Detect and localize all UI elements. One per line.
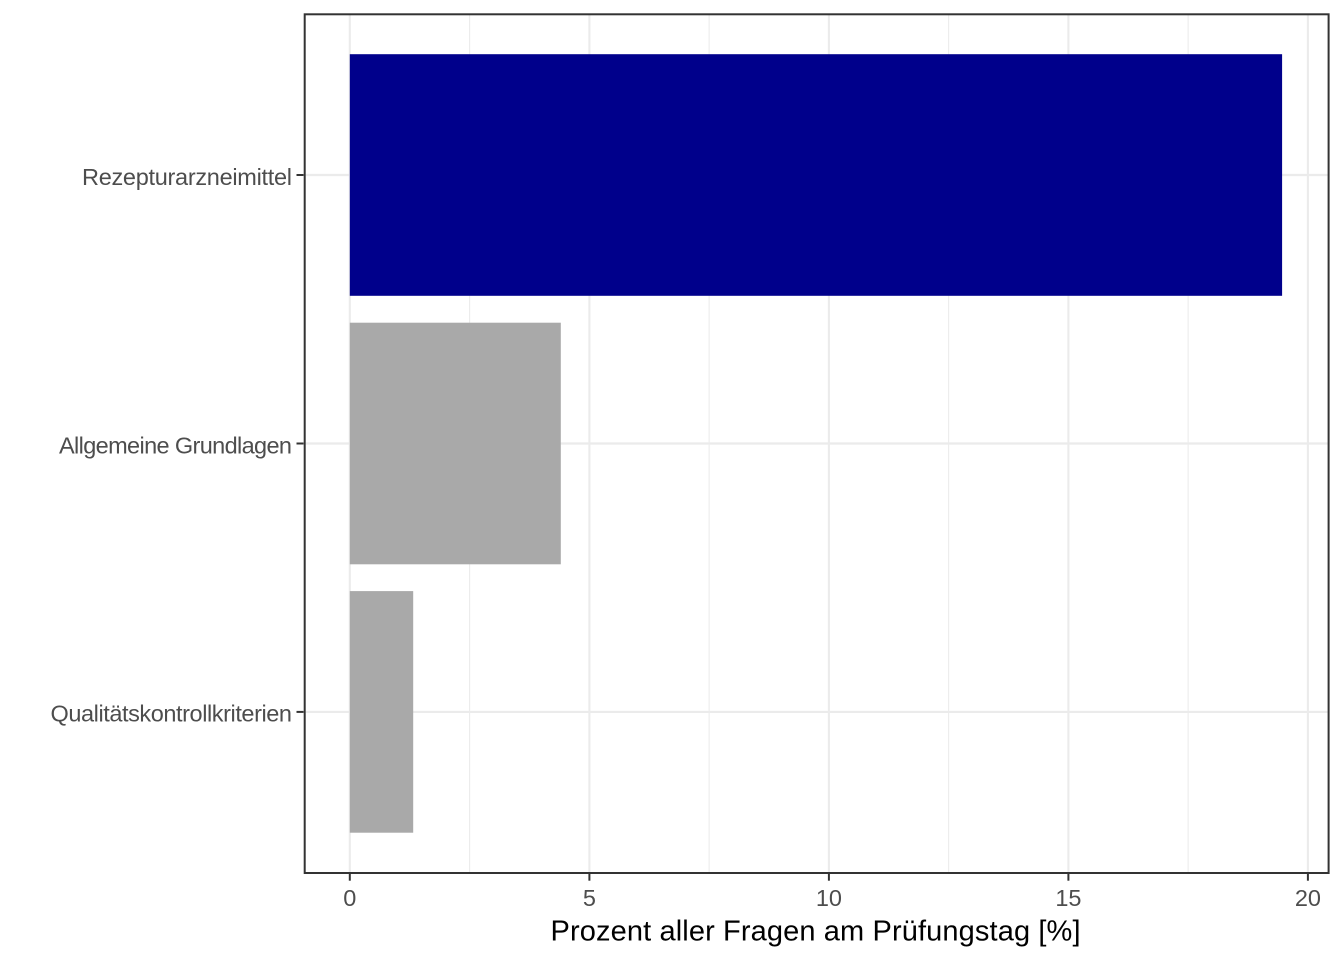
svg-text:Prozent aller Fragen am Prüfun: Prozent aller Fragen am Prüfungstag [%] bbox=[551, 915, 1081, 947]
svg-text:Rezepturarzneimittel: Rezepturarzneimittel bbox=[82, 164, 292, 190]
svg-text:15: 15 bbox=[1055, 885, 1081, 911]
svg-text:10: 10 bbox=[816, 885, 842, 911]
svg-text:Allgemeine Grundlagen: Allgemeine Grundlagen bbox=[59, 433, 292, 459]
svg-text:Qualitätskontrollkriterien: Qualitätskontrollkriterien bbox=[51, 701, 293, 727]
svg-text:5: 5 bbox=[583, 885, 596, 911]
svg-text:0: 0 bbox=[343, 885, 356, 911]
svg-text:20: 20 bbox=[1295, 885, 1321, 911]
